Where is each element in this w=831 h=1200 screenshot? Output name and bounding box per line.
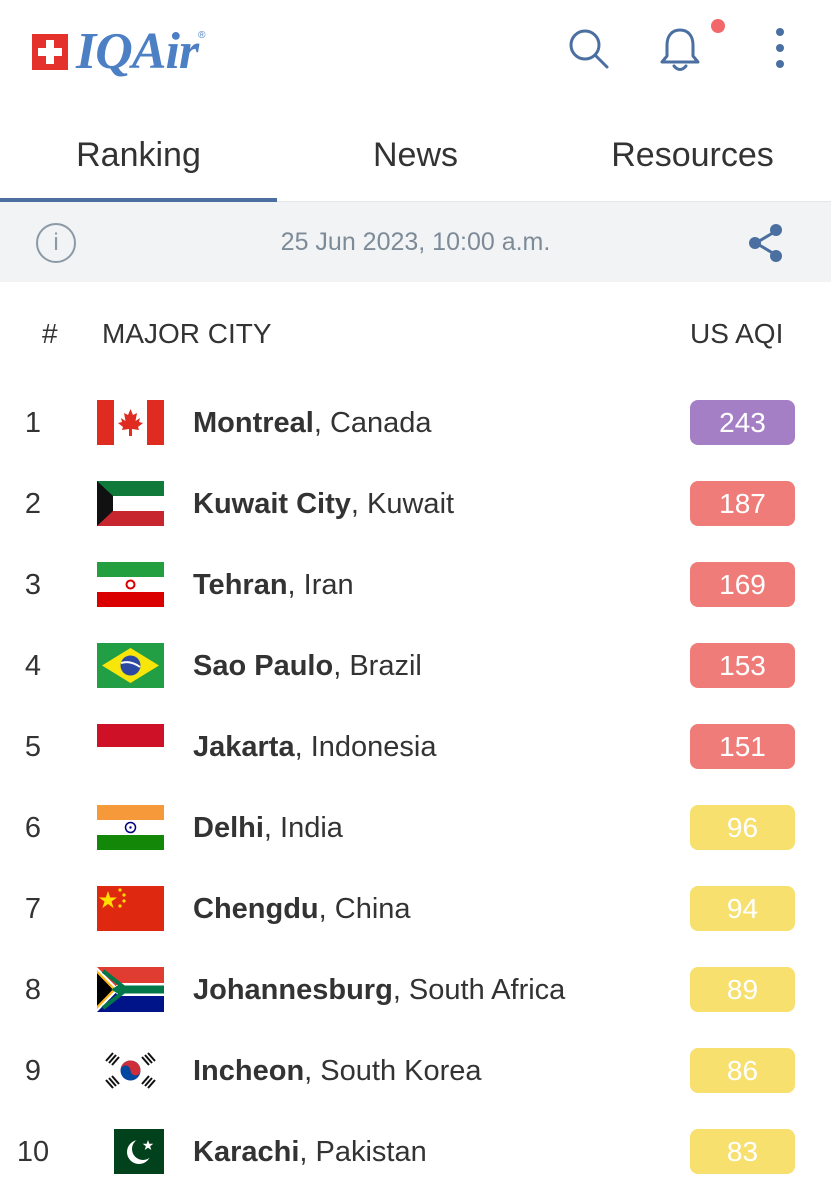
south-africa-flag-icon: [97, 967, 164, 1012]
kuwait-flag-icon: [97, 481, 164, 526]
aqi-badge: 153: [690, 643, 795, 688]
table-row[interactable]: 7 Chengdu, China 94: [0, 871, 831, 952]
country-label: , South Korea: [304, 1055, 482, 1087]
rank-number: 10: [16, 1136, 50, 1168]
rank-number: 3: [24, 569, 42, 601]
aqi-badge: 83: [690, 1129, 795, 1174]
india-flag-icon: [97, 805, 164, 850]
city-label: Chengdu: [193, 893, 319, 925]
tab-bar: Ranking News Resources: [0, 110, 831, 202]
table-row[interactable]: 2 Kuwait City, Kuwait 187: [0, 466, 831, 547]
city-label: Sao Paulo: [193, 650, 334, 682]
column-header-rank: #: [42, 318, 58, 349]
country-label: , Kuwait: [350, 488, 455, 520]
iran-flag-icon: [97, 562, 164, 607]
aqi-badge: 151: [690, 724, 795, 769]
tab-resources[interactable]: Resources: [611, 136, 774, 174]
table-row[interactable]: 3 Tehran, Iran 169: [0, 547, 831, 628]
table-row[interactable]: 8 Johannesburg, South Africa 89: [0, 952, 831, 1033]
more-options-icon[interactable]: [758, 24, 806, 74]
city-name: Chengdu, China: [193, 893, 411, 926]
city-label: Jakarta: [193, 731, 295, 763]
aqi-badge: 89: [690, 967, 795, 1012]
table-row[interactable]: 10 Karachi, Pakistan 83: [0, 1114, 831, 1195]
country-label: , Canada: [313, 407, 432, 439]
city-label: Incheon: [193, 1055, 305, 1087]
country-label: , China: [318, 893, 411, 925]
city-name: Delhi, India: [193, 812, 343, 845]
tab-news[interactable]: News: [372, 136, 459, 174]
app-header: IQAir ®: [0, 0, 831, 100]
tab-ranking[interactable]: Ranking: [0, 110, 277, 202]
logo-text: IQAir: [76, 23, 199, 80]
swiss-flag-icon: [32, 34, 68, 70]
aqi-badge: 96: [690, 805, 795, 850]
table-row[interactable]: 4 Sao Paulo, Brazil 153: [0, 628, 831, 709]
column-header-aqi[interactable]: US AQI: [690, 318, 784, 349]
country-label: , Indonesia: [294, 731, 437, 763]
notification-badge: [711, 19, 725, 33]
rank-number: 6: [24, 812, 42, 844]
rank-number: 5: [24, 731, 42, 763]
search-icon[interactable]: [565, 24, 613, 74]
pakistan-flag-icon: [97, 1129, 164, 1174]
city-label: Montreal: [193, 407, 314, 439]
rank-number: 4: [24, 650, 42, 682]
notification-bell-icon[interactable]: [656, 24, 704, 74]
rank-number: 9: [24, 1055, 42, 1087]
iqair-logo[interactable]: IQAir ®: [32, 24, 206, 80]
city-name: Kuwait City, Kuwait: [193, 488, 454, 521]
canada-flag-icon: [97, 400, 164, 445]
aqi-badge: 86: [690, 1048, 795, 1093]
city-label: Kuwait City: [193, 488, 351, 520]
south-korea-flag-icon: [97, 1048, 164, 1093]
registered-mark: ®: [198, 30, 206, 41]
china-flag-icon: [97, 886, 164, 931]
table-row[interactable]: 9 Incheon, South Korea 86: [0, 1033, 831, 1114]
country-label: , Iran: [287, 569, 354, 601]
column-header-city: MAJOR CITY: [102, 318, 272, 349]
indonesia-flag-icon: [97, 724, 164, 769]
city-label: Karachi: [193, 1136, 300, 1168]
aqi-badge: 94: [690, 886, 795, 931]
aqi-badge: 169: [690, 562, 795, 607]
share-icon[interactable]: [745, 222, 787, 264]
brazil-flag-icon: [97, 643, 164, 688]
table-row[interactable]: 5 Jakarta, Indonesia 151: [0, 709, 831, 790]
rank-number: 8: [24, 974, 42, 1006]
country-label: , India: [263, 812, 343, 844]
city-label: Tehran: [193, 569, 288, 601]
country-label: , Pakistan: [299, 1136, 427, 1168]
city-name: Karachi, Pakistan: [193, 1136, 427, 1169]
info-bar: i 25 Jun 2023, 10:00 a.m.: [0, 202, 831, 282]
city-name: Tehran, Iran: [193, 569, 354, 602]
city-label: Johannesburg: [193, 974, 393, 1006]
ranking-timestamp: 25 Jun 2023, 10:00 a.m.: [280, 228, 551, 256]
info-icon[interactable]: i: [36, 223, 76, 263]
rank-number: 2: [24, 488, 42, 520]
city-name: Jakarta, Indonesia: [193, 731, 436, 764]
table-row[interactable]: 1 Montreal, Canada 243: [0, 385, 831, 466]
country-label: , South Africa: [392, 974, 566, 1006]
rank-number: 7: [24, 893, 42, 925]
country-label: , Brazil: [333, 650, 422, 682]
aqi-badge: 187: [690, 481, 795, 526]
rank-number: 1: [24, 407, 42, 439]
city-name: Incheon, South Korea: [193, 1055, 482, 1088]
aqi-badge: 243: [690, 400, 795, 445]
city-name: Sao Paulo, Brazil: [193, 650, 422, 683]
city-label: Delhi: [193, 812, 264, 844]
table-row[interactable]: 6 Delhi, India 96: [0, 790, 831, 871]
city-name: Montreal, Canada: [193, 407, 432, 440]
city-name: Johannesburg, South Africa: [193, 974, 565, 1007]
